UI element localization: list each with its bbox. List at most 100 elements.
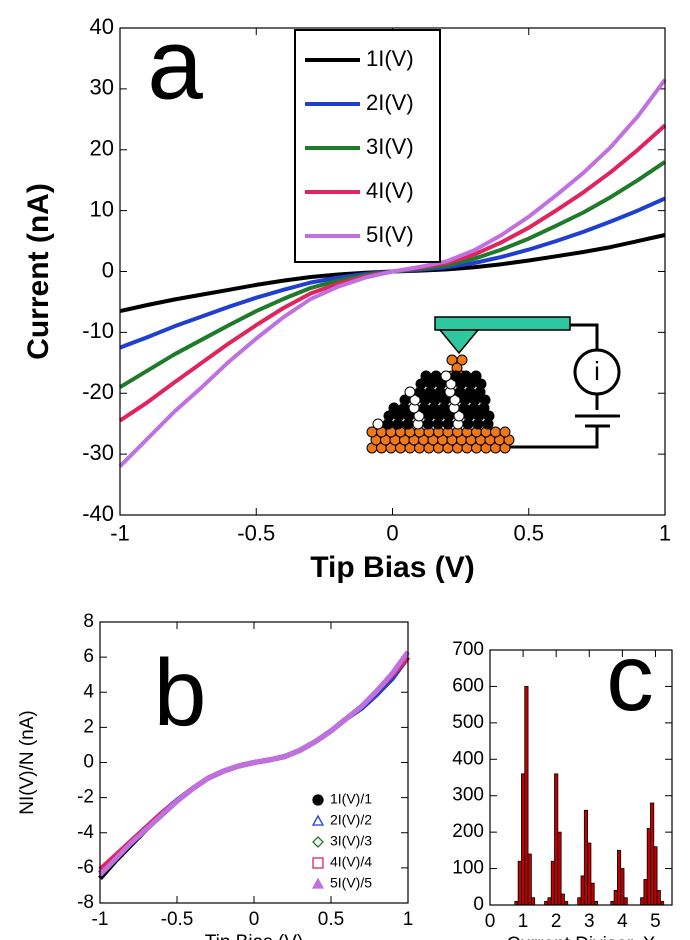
svg-text:i: i [594, 356, 600, 386]
panel-label: c [606, 625, 654, 731]
y-axis-label: NI(V)/N (nA) [17, 710, 38, 815]
molecule-atom [450, 370, 462, 382]
histogram-bar [617, 849, 622, 906]
x-tick-label: 5 [650, 911, 661, 932]
legend-label: 4I(V) [366, 178, 414, 203]
legend-label: 5I(V)/5 [330, 875, 372, 891]
y-tick-label: 30 [90, 75, 114, 100]
histogram-bar [521, 773, 526, 906]
histogram-bar [646, 828, 651, 906]
molecule-atom [440, 370, 452, 382]
y-tick-label: 8 [83, 611, 94, 632]
substrate-atom [490, 426, 501, 438]
histogram-bar [547, 897, 552, 906]
y-tick-label: 100 [452, 858, 484, 879]
x-tick-label: 0 [485, 911, 496, 932]
x-axis-label: Tip Bias (V) [205, 932, 304, 940]
x-tick-label: 0 [249, 909, 260, 930]
histogram-bar [590, 882, 595, 906]
histogram-bar [580, 875, 585, 906]
x-tick-label: -0.5 [237, 521, 275, 546]
histogram-bar [560, 893, 565, 906]
y-tick-label: 200 [452, 821, 484, 842]
x-tick-label: 1 [403, 909, 414, 930]
y-tick-label: 20 [90, 136, 114, 161]
legend-marker [312, 857, 324, 869]
tip-circuit-diagram: i [366, 316, 621, 454]
molecule-atom [420, 370, 432, 382]
series-line [118, 78, 667, 468]
molecule-atom [475, 378, 487, 390]
panel-label: b [154, 640, 207, 746]
histogram-bar [623, 897, 628, 906]
molecule-atom [404, 386, 416, 398]
y-tick-label: 0 [473, 894, 484, 915]
molecule-atom [470, 370, 482, 382]
x-tick-label: 0.5 [318, 909, 344, 930]
y-tick-label: 700 [452, 639, 484, 660]
plot-frame [119, 27, 666, 516]
histogram-bar [613, 890, 618, 906]
y-tick-label: -10 [82, 318, 114, 343]
molecule-atom [430, 370, 442, 382]
y-axis-label: Current (nA) [22, 183, 55, 360]
y-tick-label: -4 [77, 822, 94, 843]
y-tick-label: -2 [77, 787, 94, 808]
histogram-bar [587, 842, 592, 906]
x-tick-label: -0.5 [161, 909, 194, 930]
y-tick-label: 10 [90, 196, 114, 221]
histogram-bar [620, 868, 625, 906]
x-tick-label: 1 [518, 911, 529, 932]
x-tick-label: 1 [659, 521, 671, 546]
y-tick-label: 400 [452, 748, 484, 769]
histogram-bar [653, 846, 658, 906]
histogram-bar [530, 897, 536, 906]
legend-marker [311, 877, 325, 889]
series-line [98, 650, 411, 877]
x-tick-label: 4 [617, 911, 628, 932]
x-tick-label: 3 [584, 911, 595, 932]
substrate-atom [499, 426, 511, 438]
legend-marker [311, 814, 325, 826]
molecule-atom [388, 402, 400, 414]
x-tick-label: 0 [386, 521, 398, 546]
y-tick-label: -8 [77, 892, 94, 913]
x-tick-label: -1 [110, 521, 130, 546]
histogram-bar [550, 860, 555, 906]
y-tick-label: 2 [83, 716, 94, 737]
x-axis-label: Tip Bias (V) [310, 551, 474, 584]
y-tick-label: 600 [452, 675, 484, 696]
molecule-atom [372, 418, 384, 430]
legend-label: 1I(V) [366, 46, 414, 71]
legend-label: 5I(V) [366, 222, 414, 247]
histogram-bar [524, 686, 529, 906]
histogram-bar [557, 831, 562, 906]
histogram-bar [583, 809, 589, 906]
y-tick-label: 4 [83, 681, 94, 702]
histogram-bar [517, 860, 522, 906]
x-tick-label: 0.5 [513, 521, 544, 546]
y-tick-label: -6 [77, 857, 94, 878]
y-tick-label: 300 [452, 785, 484, 806]
x-tick-label: -1 [92, 909, 109, 930]
y-tick-label: 0 [102, 257, 114, 282]
legend-label: 4I(V)/4 [330, 854, 372, 870]
histogram-bar [554, 773, 559, 906]
molecule-atom [483, 410, 495, 422]
y-tick-label: 500 [452, 712, 484, 733]
molecule-atom [479, 394, 491, 406]
panel-label: a [147, 8, 203, 120]
histogram-bar [650, 802, 655, 906]
histogram-bar [577, 897, 582, 906]
plot-frame [489, 649, 673, 906]
y-tick-label: 6 [83, 646, 94, 667]
legend-label: 3I(V)/3 [330, 833, 372, 849]
legend-label: 3I(V) [366, 134, 414, 159]
legend-label: 2I(V)/2 [330, 812, 372, 828]
histogram-bar [643, 879, 648, 906]
y-tick-label: 40 [90, 14, 114, 39]
y-tick-label: -20 [82, 379, 114, 404]
x-axis-label: Current Divisor, X [507, 934, 656, 940]
legend-marker [312, 794, 324, 806]
